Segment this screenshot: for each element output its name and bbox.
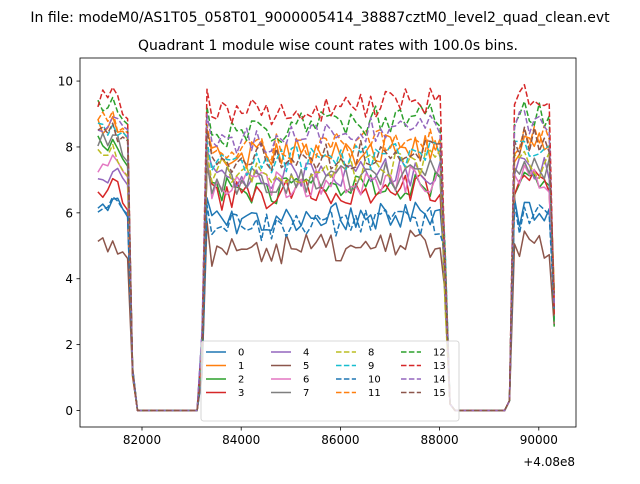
legend-label-12: 12	[433, 348, 446, 359]
legend-label-5: 5	[303, 361, 309, 372]
legend-label-9: 9	[368, 361, 374, 372]
legend-label-14: 14	[433, 375, 446, 386]
x-tick-label: 84000	[222, 433, 260, 447]
series-12-line	[97, 96, 555, 412]
legend-label-15: 15	[433, 388, 446, 399]
legend-label-1: 1	[238, 361, 244, 372]
chart-title: Quadrant 1 module wise count rates with …	[138, 38, 518, 54]
y-tick-label: 8	[65, 140, 73, 154]
legend-label-8: 8	[368, 348, 374, 359]
y-tick-label: 4	[65, 272, 73, 286]
series-15-line	[97, 122, 555, 412]
axes-frame	[79, 57, 577, 428]
x-offset-text: +4.08e8	[523, 455, 575, 469]
legend-box	[200, 340, 460, 422]
legend-label-10: 10	[368, 375, 381, 386]
x-tick-label: 82000	[123, 433, 161, 447]
x-tick-label: 88000	[421, 433, 459, 447]
legend-label-11: 11	[368, 388, 381, 399]
y-tick-label: 6	[65, 206, 73, 220]
x-tick-label: 86000	[321, 433, 359, 447]
legend-label-0: 0	[238, 348, 244, 359]
y-tick-label: 0	[65, 404, 73, 418]
y-tick-label: 10	[58, 75, 73, 89]
legend-label-3: 3	[238, 388, 244, 399]
legend-label-2: 2	[238, 375, 244, 386]
legend-label-6: 6	[303, 375, 309, 386]
legend-label-13: 13	[433, 361, 446, 372]
legend-label-7: 7	[303, 388, 309, 399]
legend-label-4: 4	[303, 348, 309, 359]
chart-suptitle: In file: modeM0/AS1T05_058T01_9000005414…	[30, 10, 610, 26]
x-tick-label: 90000	[520, 433, 558, 447]
y-tick-label: 2	[65, 338, 73, 352]
plot-area	[97, 83, 555, 412]
